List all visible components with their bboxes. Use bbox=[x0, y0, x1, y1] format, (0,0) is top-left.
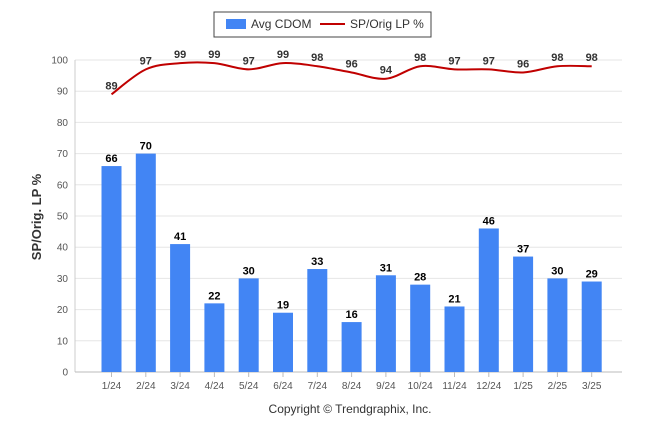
x-tick-label: 3/24 bbox=[170, 381, 190, 392]
line-data-label: 94 bbox=[380, 65, 393, 77]
bar-data-label: 33 bbox=[311, 256, 323, 268]
y-tick-label: 10 bbox=[57, 336, 69, 347]
bar-data-labels: 66 70 41 22 30 19 33 16 31 28 21 46 37 30 29 bbox=[105, 141, 597, 321]
y-tick-label: 100 bbox=[51, 56, 68, 67]
bar bbox=[238, 278, 259, 372]
bar bbox=[375, 275, 396, 372]
legend-label-sp-orig-lp: SP/Orig LP % bbox=[350, 17, 424, 31]
line-data-label: 98 bbox=[414, 52, 426, 64]
y-tick-label: 90 bbox=[57, 87, 69, 98]
y-tick-label: 40 bbox=[57, 243, 69, 254]
x-tick-label: 12/24 bbox=[476, 381, 501, 392]
x-tick-label: 8/24 bbox=[342, 381, 362, 392]
bar bbox=[273, 312, 293, 372]
bar-data-label: 28 bbox=[414, 272, 426, 284]
bar bbox=[101, 166, 122, 372]
bar bbox=[307, 269, 328, 372]
y-axis-title: SP/Orig. LP % bbox=[29, 173, 44, 260]
line-data-label: 98 bbox=[311, 52, 323, 64]
y-axis-ticks: 0 10 20 30 40 50 60 70 80 90 100 bbox=[51, 56, 68, 379]
bar bbox=[513, 256, 534, 372]
x-tick-label: 2/25 bbox=[548, 381, 568, 392]
bar-data-label: 16 bbox=[345, 309, 357, 321]
y-tick-label: 80 bbox=[57, 118, 69, 129]
legend-swatch-avg-cdom bbox=[226, 19, 246, 29]
legend-label-avg-cdom: Avg CDOM bbox=[251, 17, 311, 31]
bar-data-label: 30 bbox=[243, 265, 255, 277]
copyright-text: Copyright © Trendgraphix, Inc. bbox=[269, 402, 432, 416]
y-tick-label: 60 bbox=[57, 180, 69, 191]
line-data-label: 99 bbox=[208, 49, 220, 61]
x-tick-label: 9/24 bbox=[376, 381, 396, 392]
line-data-label: 97 bbox=[483, 55, 495, 67]
x-tick-label: 3/25 bbox=[582, 381, 602, 392]
y-tick-label: 20 bbox=[57, 305, 69, 316]
bar bbox=[135, 153, 156, 372]
y-tick-label: 30 bbox=[57, 274, 69, 285]
sp-orig-lp-line bbox=[110, 61, 592, 96]
bar bbox=[204, 303, 225, 372]
x-tick-label: 1/24 bbox=[102, 381, 122, 392]
line-data-label: 97 bbox=[243, 55, 255, 67]
bar bbox=[410, 284, 431, 372]
x-tick-label: 10/24 bbox=[408, 381, 433, 392]
bar-data-label: 37 bbox=[517, 244, 529, 256]
line-data-label: 96 bbox=[517, 58, 529, 70]
y-tick-label: 50 bbox=[57, 212, 69, 223]
line-data-label: 98 bbox=[586, 52, 598, 64]
bar-data-label: 70 bbox=[140, 141, 152, 153]
bar bbox=[478, 228, 499, 372]
bar bbox=[444, 306, 465, 372]
line-data-label: 89 bbox=[105, 80, 117, 92]
bar-data-label: 19 bbox=[277, 300, 289, 312]
line-data-label: 97 bbox=[140, 55, 152, 67]
bar bbox=[547, 278, 568, 372]
x-tick-label: 11/24 bbox=[442, 381, 467, 392]
bar bbox=[341, 322, 362, 372]
line-data-label: 99 bbox=[174, 49, 186, 61]
x-axis-ticks: 1/24 2/24 3/24 4/24 5/24 6/24 7/24 8/24 9/24 10/2… bbox=[102, 372, 602, 392]
line-data-label: 98 bbox=[551, 52, 563, 64]
bar-data-label: 66 bbox=[105, 153, 117, 165]
bar-series bbox=[101, 153, 602, 372]
bar-data-label: 31 bbox=[380, 262, 392, 274]
line-series bbox=[110, 61, 592, 96]
bar-data-label: 46 bbox=[483, 215, 495, 227]
legend: Avg CDOM SP/Orig LP % bbox=[213, 11, 432, 38]
line-data-label: 99 bbox=[277, 49, 289, 61]
bar-data-label: 41 bbox=[174, 231, 186, 243]
line-data-label: 96 bbox=[345, 58, 357, 70]
bar-data-label: 29 bbox=[586, 269, 598, 281]
bar-data-label: 21 bbox=[448, 293, 460, 305]
y-tick-label: 0 bbox=[62, 368, 68, 379]
x-tick-label: 6/24 bbox=[273, 381, 293, 392]
x-tick-label: 7/24 bbox=[308, 381, 328, 392]
bar bbox=[170, 244, 191, 372]
x-tick-label: 5/24 bbox=[239, 381, 259, 392]
x-tick-label: 2/24 bbox=[136, 381, 156, 392]
bar bbox=[581, 281, 602, 372]
x-tick-label: 1/25 bbox=[513, 381, 533, 392]
line-data-label: 97 bbox=[448, 55, 460, 67]
bar-data-label: 22 bbox=[208, 290, 220, 302]
x-tick-label: 4/24 bbox=[205, 381, 225, 392]
line-data-labels: 89 97 99 99 97 99 98 96 94 98 97 97 96 98 98 bbox=[105, 49, 597, 92]
bar-data-label: 30 bbox=[551, 265, 563, 277]
y-tick-label: 70 bbox=[57, 149, 69, 160]
